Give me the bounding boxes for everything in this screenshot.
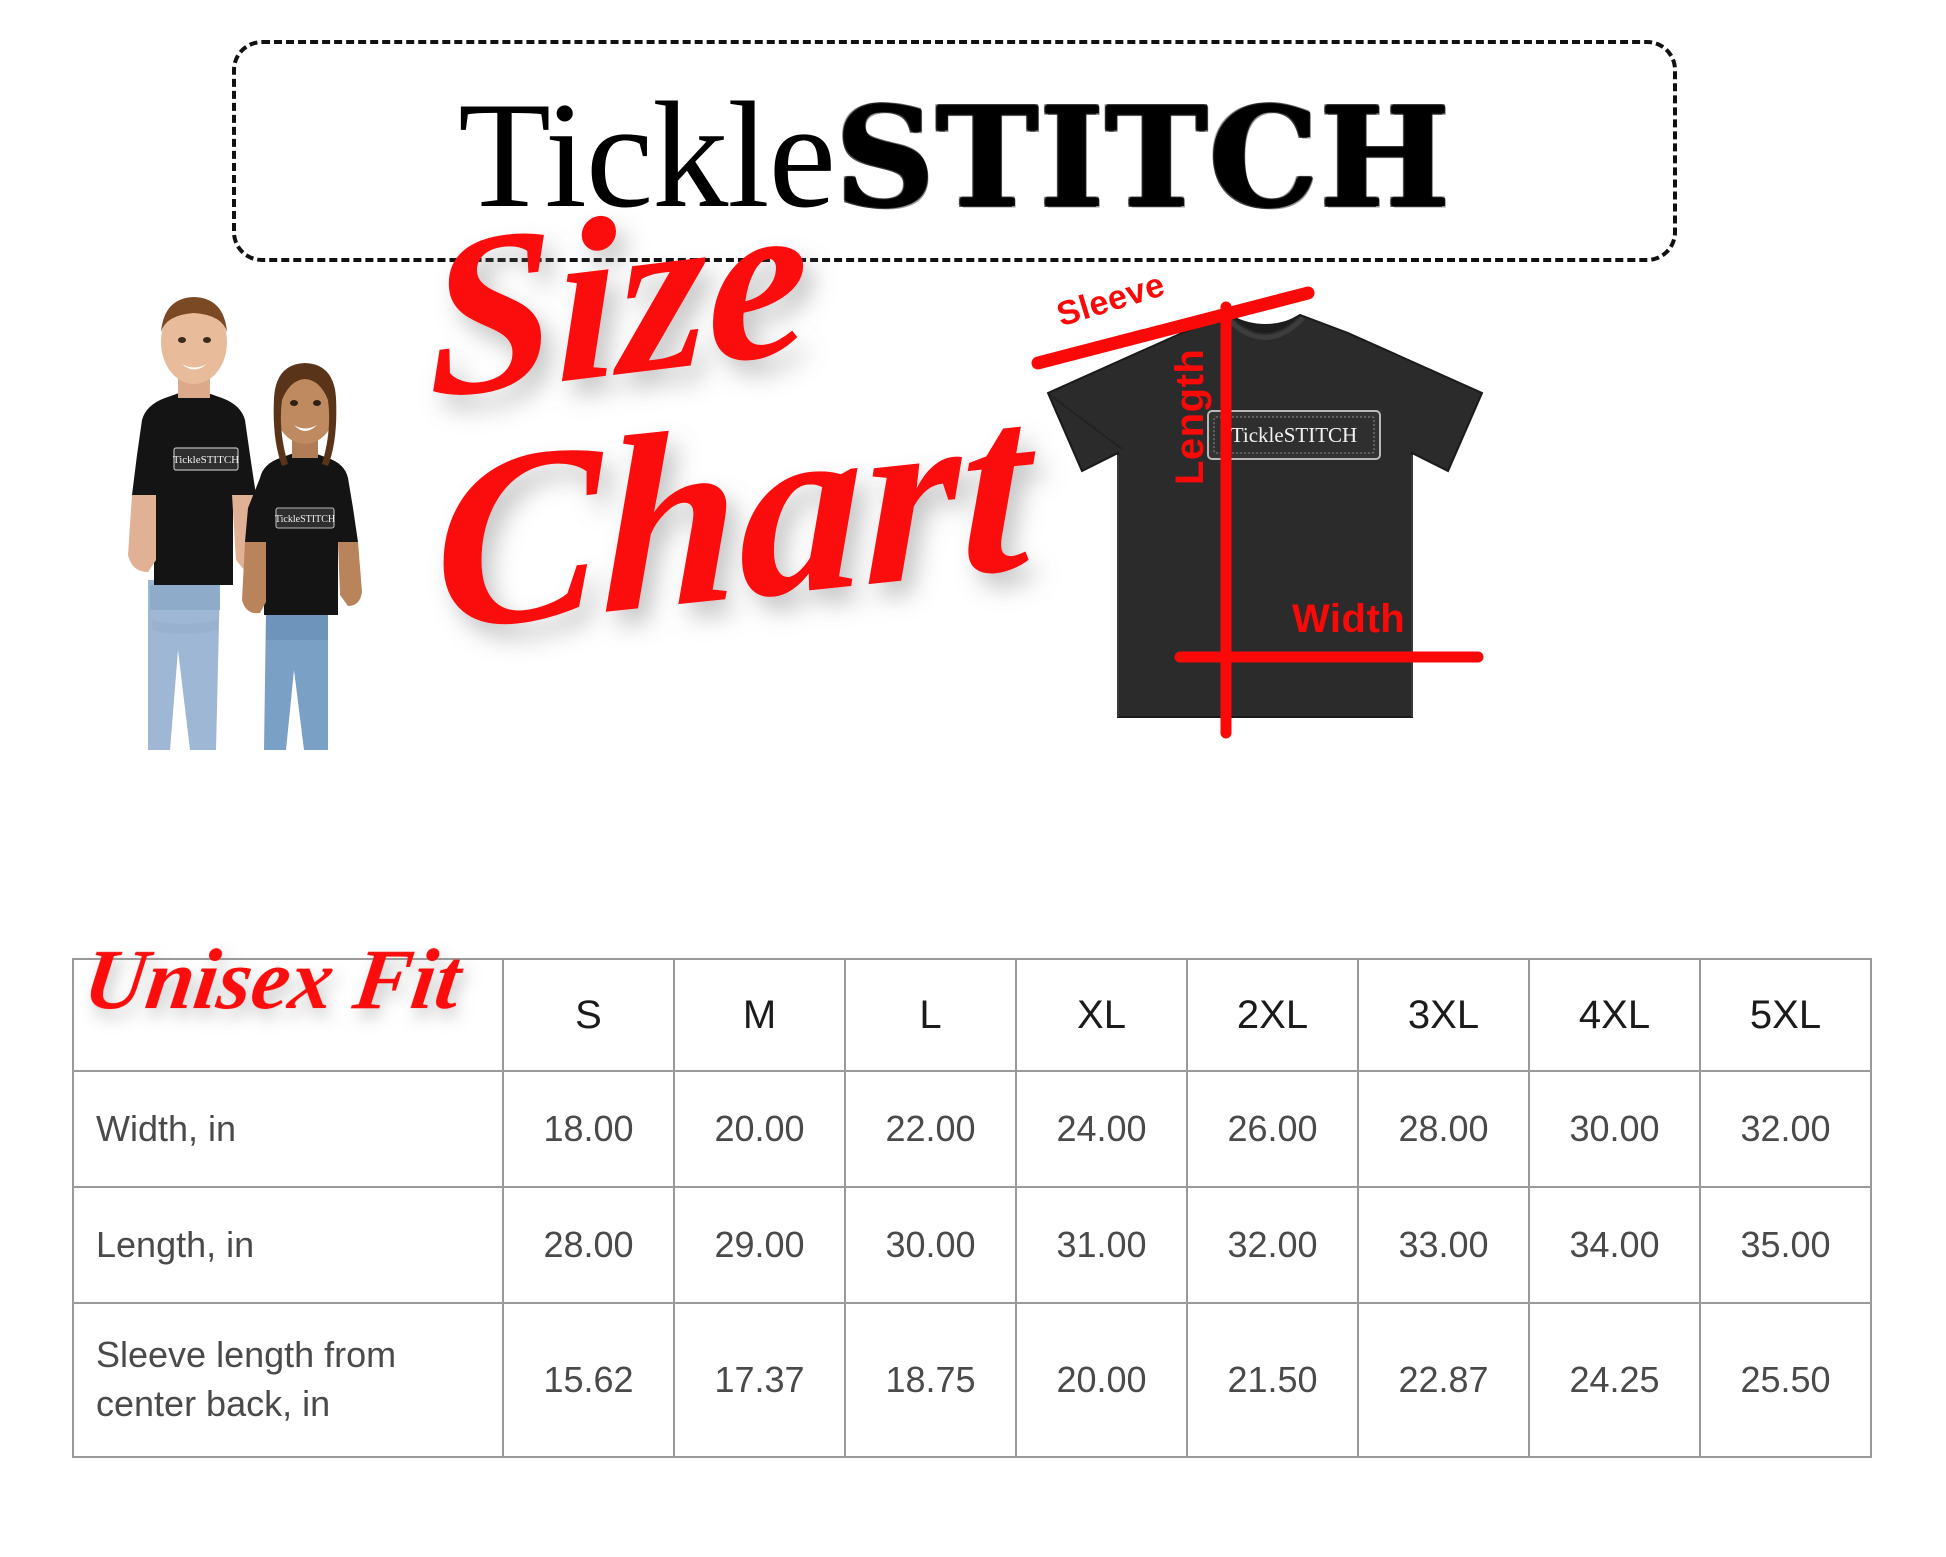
cell-width-2xl: 26.00 xyxy=(1186,1070,1359,1188)
cell-sleeve-4xl: 24.25 xyxy=(1528,1302,1701,1458)
cell-length-m: 29.00 xyxy=(673,1186,846,1304)
svg-text:TickleSTITCH: TickleSTITCH xyxy=(173,454,239,466)
size-chart-table: Unisex Fit S M L XL 2XL 3XL 4XL 5XL Widt… xyxy=(72,931,1872,1458)
model-man: TickleSTITCH xyxy=(128,297,262,750)
size-header-4xl: 4XL xyxy=(1528,958,1701,1072)
unisex-fit-header: Unisex Fit xyxy=(72,931,504,1072)
row-label-width: Width, in xyxy=(72,1070,504,1188)
cell-width-3xl: 28.00 xyxy=(1357,1070,1530,1188)
table-row: Length, in 28.00 29.00 30.00 31.00 32.00… xyxy=(72,1186,1872,1304)
cell-length-l: 30.00 xyxy=(844,1186,1017,1304)
cell-width-4xl: 30.00 xyxy=(1528,1070,1701,1188)
brand-logo-banner: Tickle STITCH xyxy=(232,40,1677,262)
brand-name-secondary: STITCH xyxy=(835,76,1451,239)
size-table-header-row: Unisex Fit S M L XL 2XL 3XL 4XL 5XL xyxy=(72,931,1872,1072)
size-header-l: L xyxy=(844,958,1017,1072)
size-header-m: M xyxy=(673,958,846,1072)
cell-sleeve-2xl: 21.50 xyxy=(1186,1302,1359,1458)
cell-length-5xl: 35.00 xyxy=(1699,1186,1872,1304)
table-row: Sleeve length from center back, in 15.62… xyxy=(72,1302,1872,1458)
unisex-fit-script: Unisex Fit xyxy=(78,916,506,1046)
size-table-body: Width, in 18.00 20.00 22.00 24.00 26.00 … xyxy=(72,1070,1872,1458)
size-header-xl: XL xyxy=(1015,958,1188,1072)
headline-line2: Chart xyxy=(435,344,1036,685)
cell-sleeve-xl: 20.00 xyxy=(1015,1302,1188,1458)
models-photo: TickleSTITCH TickleSTITCH xyxy=(70,280,500,780)
page-title-headline: Size Chart xyxy=(420,144,1120,755)
cell-width-s: 18.00 xyxy=(502,1070,675,1188)
cell-sleeve-5xl: 25.50 xyxy=(1699,1302,1872,1458)
model-woman: TickleSTITCH xyxy=(242,363,362,750)
size-table-head: Unisex Fit S M L XL 2XL 3XL 4XL 5XL xyxy=(72,931,1872,1072)
svg-text:TickleSTITCH: TickleSTITCH xyxy=(1231,423,1357,447)
brand-name-primary: Tickle xyxy=(458,71,836,239)
tshirt-measurement-diagram: TickleSTITCH Sleeve Length Width xyxy=(1030,265,1500,750)
cell-width-l: 22.00 xyxy=(844,1070,1017,1188)
row-label-length: Length, in xyxy=(72,1186,504,1304)
table-row: Width, in 18.00 20.00 22.00 24.00 26.00 … xyxy=(72,1070,1872,1188)
row-label-sleeve: Sleeve length from center back, in xyxy=(72,1302,504,1458)
cell-length-2xl: 32.00 xyxy=(1186,1186,1359,1304)
cell-length-xl: 31.00 xyxy=(1015,1186,1188,1304)
cell-width-5xl: 32.00 xyxy=(1699,1070,1872,1188)
svg-text:Unisex Fit: Unisex Fit xyxy=(78,931,469,1027)
measurement-rules xyxy=(1031,286,1484,739)
length-label: Length xyxy=(1168,348,1212,485)
cell-length-3xl: 33.00 xyxy=(1357,1186,1530,1304)
cell-length-4xl: 34.00 xyxy=(1528,1186,1701,1304)
cell-width-xl: 24.00 xyxy=(1015,1070,1188,1188)
width-label: Width xyxy=(1292,597,1406,641)
cell-sleeve-m: 17.37 xyxy=(673,1302,846,1458)
cell-width-m: 20.00 xyxy=(673,1070,846,1188)
size-header-s: S xyxy=(502,958,675,1072)
cell-sleeve-3xl: 22.87 xyxy=(1357,1302,1530,1458)
size-header-2xl: 2XL xyxy=(1186,958,1359,1072)
models-illustration: TickleSTITCH TickleSTITCH xyxy=(128,297,362,750)
size-header-3xl: 3XL xyxy=(1357,958,1530,1072)
brand-logo-text: Tickle STITCH xyxy=(458,79,1451,231)
size-header-5xl: 5XL xyxy=(1699,958,1872,1072)
sleeve-rule-line xyxy=(1031,286,1315,370)
cell-sleeve-s: 15.62 xyxy=(502,1302,675,1458)
svg-text:TickleSTITCH: TickleSTITCH xyxy=(275,514,335,525)
cell-sleeve-l: 18.75 xyxy=(844,1302,1017,1458)
tshirt-logo-patch: TickleSTITCH xyxy=(1207,410,1381,460)
cell-length-s: 28.00 xyxy=(502,1186,675,1304)
